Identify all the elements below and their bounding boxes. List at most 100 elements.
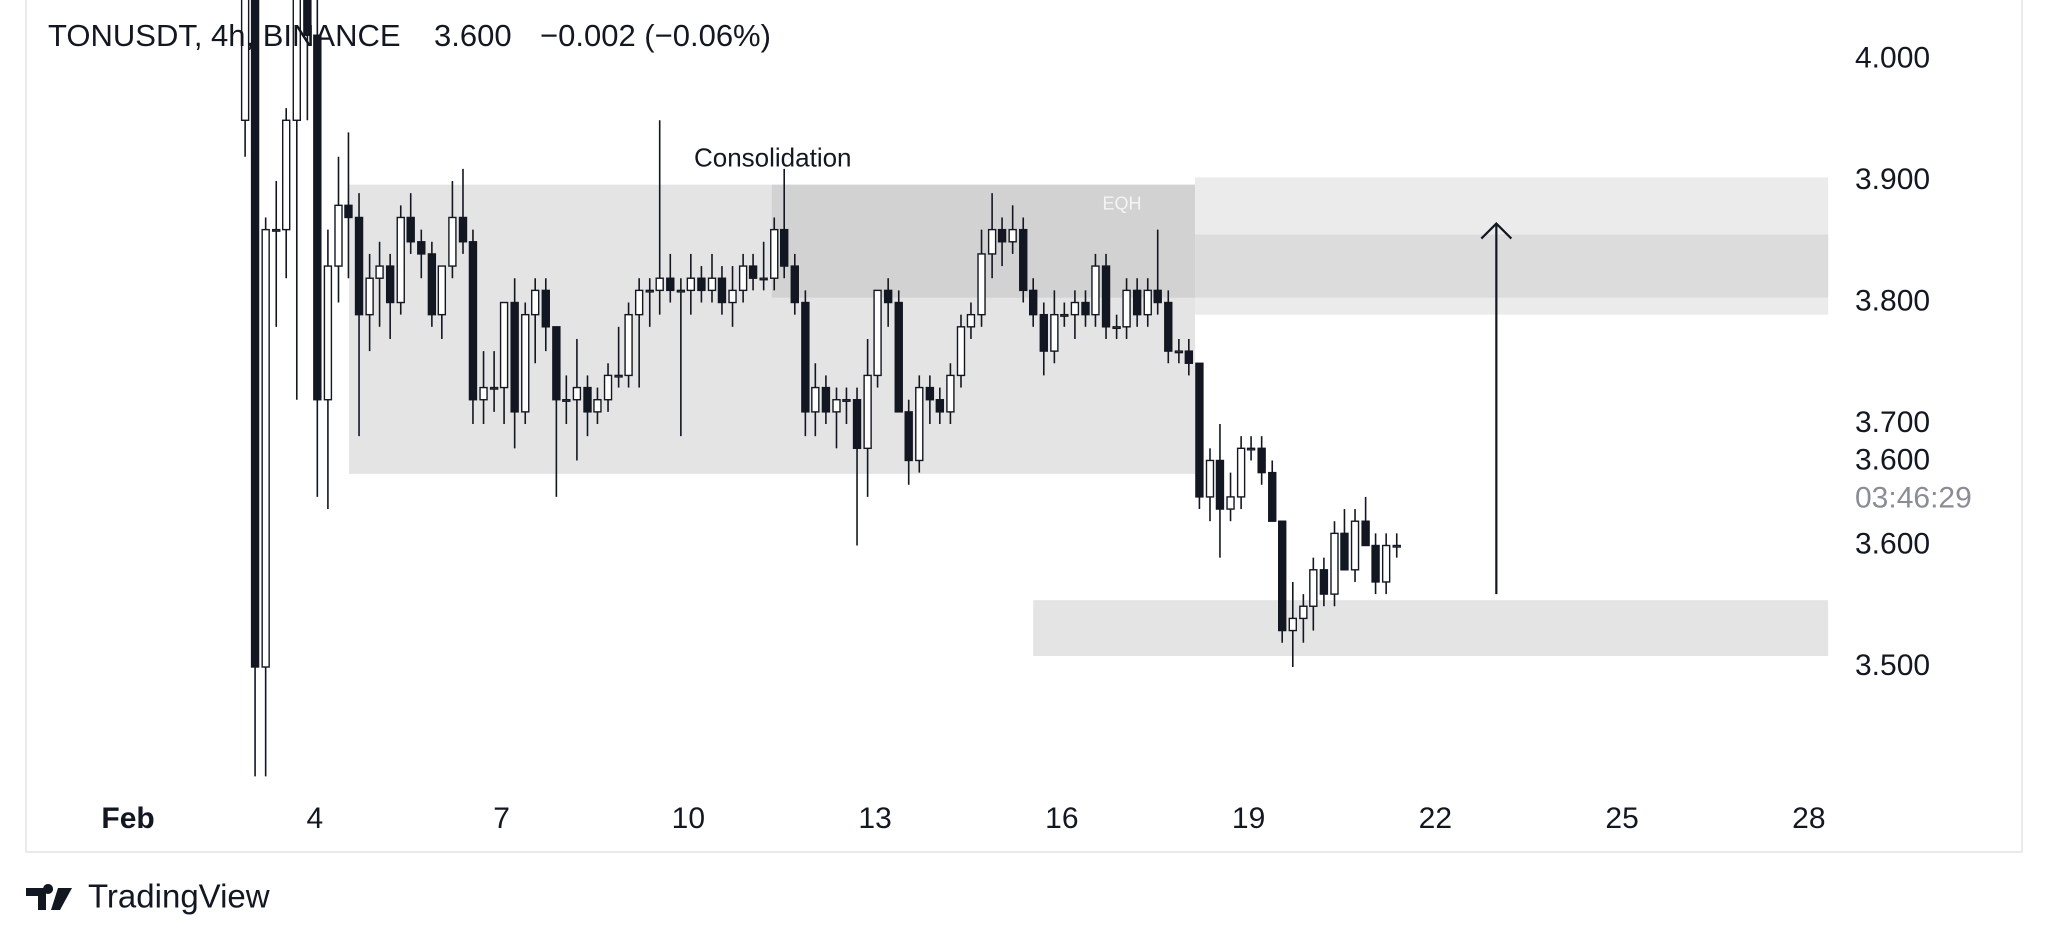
y-tick-label: 3.500 xyxy=(1855,649,1930,682)
candle-body xyxy=(396,216,405,304)
candle-body xyxy=(1278,520,1287,632)
candle-body xyxy=(977,253,986,316)
candle-body xyxy=(1236,447,1246,498)
candle-body xyxy=(738,265,748,292)
candle-body xyxy=(935,399,945,413)
candle-body xyxy=(697,277,706,292)
candle-body xyxy=(1309,569,1318,607)
candle-body xyxy=(458,216,468,243)
candle-body xyxy=(240,0,250,121)
candle-body xyxy=(1205,459,1215,498)
candle-body xyxy=(1392,544,1401,548)
candle-body xyxy=(1361,520,1370,547)
candle-body xyxy=(873,289,882,377)
x-tick-label: Feb xyxy=(101,802,154,835)
x-tick-label: 16 xyxy=(1045,802,1078,835)
x-tick-label: 19 xyxy=(1232,802,1265,835)
candle-body xyxy=(863,374,872,450)
candle-body xyxy=(1350,520,1360,571)
candle-body xyxy=(1340,532,1349,571)
y-tick-label: 4.000 xyxy=(1855,41,1930,74)
candle-body xyxy=(1174,350,1184,354)
candle-body xyxy=(883,289,893,304)
candle-body xyxy=(531,289,540,316)
candle-body xyxy=(521,313,530,413)
candle-body xyxy=(1050,313,1059,352)
y-tick-label: 3.900 xyxy=(1855,163,1930,196)
candle-body xyxy=(966,313,976,328)
candle-body xyxy=(365,277,374,316)
candle-body xyxy=(1319,569,1329,595)
candle-body xyxy=(801,301,810,413)
brand-text: TradingView xyxy=(88,878,270,915)
candle-body xyxy=(904,411,913,462)
candle-body xyxy=(354,216,364,316)
candle-body xyxy=(770,228,779,279)
candle-body xyxy=(437,265,447,316)
candle-body xyxy=(842,399,851,402)
candle-body xyxy=(427,253,437,316)
price-change: −0.002 (−0.06%) xyxy=(540,18,771,53)
candle-body xyxy=(1226,496,1235,510)
candle-body xyxy=(1381,544,1391,583)
candle-body xyxy=(313,34,322,401)
candle-body xyxy=(821,386,831,413)
plot-area: Consolidation EQH xyxy=(240,0,1829,777)
candle-body xyxy=(552,326,561,401)
candle-body xyxy=(1143,289,1152,316)
x-tick-label: 4 xyxy=(306,802,323,835)
candle-body xyxy=(1081,301,1090,316)
candle-body xyxy=(1019,228,1028,292)
candle-body xyxy=(1288,617,1297,632)
arrow-head xyxy=(1480,221,1513,240)
candle-body xyxy=(292,0,301,121)
candle-body xyxy=(541,289,550,328)
candle-body xyxy=(987,228,997,255)
candle-body xyxy=(946,374,955,413)
candle-body xyxy=(510,301,519,413)
candle-body xyxy=(603,374,613,401)
annotation-label: EQH xyxy=(1103,193,1142,213)
candle-body xyxy=(1195,362,1204,498)
candle-body xyxy=(1153,289,1162,304)
candle-body xyxy=(894,301,903,413)
candle-body xyxy=(489,386,499,390)
candle-body xyxy=(624,313,633,377)
candle-body xyxy=(666,277,675,292)
candle-body xyxy=(334,204,343,267)
zone xyxy=(1195,234,1829,298)
candle-body xyxy=(997,228,1007,243)
candle-body xyxy=(645,289,654,293)
candle-body xyxy=(583,386,592,413)
candle-body xyxy=(686,277,696,292)
x-tick-label: 7 xyxy=(493,802,510,835)
logo-icon xyxy=(26,884,72,910)
candle-body xyxy=(852,399,862,450)
candle-body xyxy=(748,265,758,279)
x-tick-label: 10 xyxy=(672,802,705,835)
candle-body xyxy=(1101,265,1111,328)
candle-body xyxy=(385,265,395,304)
candle-body xyxy=(1299,605,1308,620)
candle-body xyxy=(790,265,799,304)
y-tick-label: 3.700 xyxy=(1855,406,1930,439)
candle-body xyxy=(448,216,457,267)
candle-body xyxy=(468,241,478,401)
candle-body xyxy=(634,289,644,316)
candle-body xyxy=(707,277,717,292)
candle-body xyxy=(759,277,768,281)
symbol: TONUSDT, 4h, BINANCE xyxy=(48,18,401,53)
candle-body xyxy=(562,399,571,402)
candle-body xyxy=(1164,301,1173,352)
candle-body xyxy=(1008,228,1017,243)
annotation-label: Consolidation xyxy=(694,143,852,173)
candle-body xyxy=(811,386,820,413)
candle-body xyxy=(282,119,291,231)
candle-body xyxy=(1268,471,1277,522)
y-tick-label: 3.800 xyxy=(1855,284,1930,317)
candle-body xyxy=(479,386,488,401)
candle-body xyxy=(676,289,686,293)
candle-body xyxy=(1330,532,1339,595)
candle-body xyxy=(1184,350,1194,364)
